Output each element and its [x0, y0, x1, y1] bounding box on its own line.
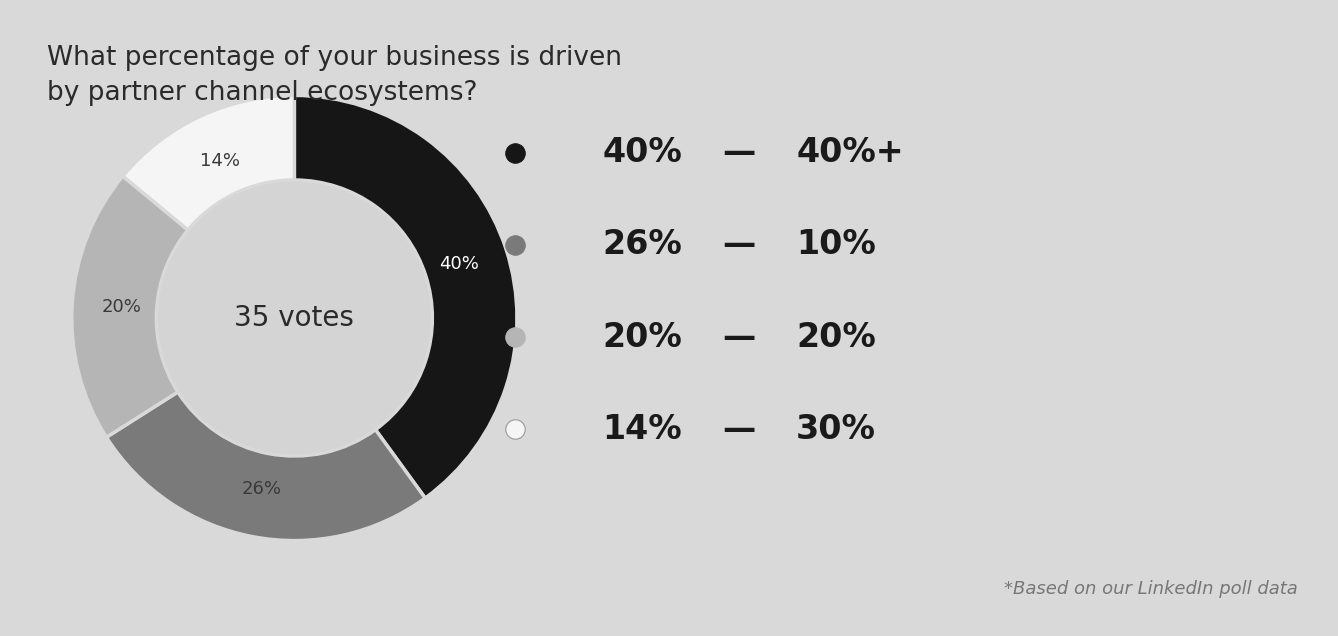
Wedge shape	[294, 95, 516, 498]
Text: 40%+: 40%+	[796, 136, 903, 169]
Text: —: —	[723, 321, 756, 354]
Text: 10%: 10%	[796, 228, 876, 261]
Text: 40%: 40%	[440, 255, 479, 273]
Text: 30%: 30%	[796, 413, 876, 446]
Wedge shape	[72, 176, 189, 438]
Wedge shape	[123, 95, 294, 230]
Text: 26%: 26%	[242, 480, 282, 497]
Wedge shape	[107, 392, 425, 541]
Text: *Based on our LinkedIn poll data: *Based on our LinkedIn poll data	[1004, 580, 1298, 598]
Text: 26%: 26%	[602, 228, 682, 261]
Text: What percentage of your business is driven
by partner channel ecosystems?: What percentage of your business is driv…	[47, 45, 622, 106]
Text: 14%: 14%	[602, 413, 682, 446]
Text: 20%: 20%	[796, 321, 876, 354]
Text: 40%: 40%	[602, 136, 682, 169]
Text: —: —	[723, 413, 756, 446]
Text: 35 votes: 35 votes	[234, 304, 355, 332]
Text: —: —	[723, 228, 756, 261]
Text: 20%: 20%	[102, 298, 140, 316]
Circle shape	[159, 182, 429, 454]
Text: 20%: 20%	[602, 321, 682, 354]
Text: —: —	[723, 136, 756, 169]
Text: 14%: 14%	[201, 152, 241, 170]
